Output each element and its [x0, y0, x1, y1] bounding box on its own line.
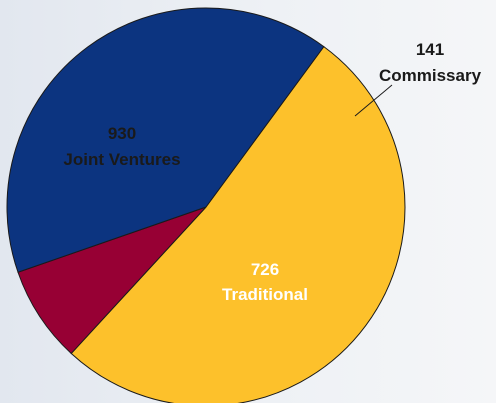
value-label-commissary: 141	[416, 40, 444, 59]
value-label-traditional: 726	[251, 260, 279, 279]
pie-slice-traditional	[6, 7, 325, 273]
leader-line-commissary	[354, 84, 393, 117]
category-label-traditional: Traditional	[222, 285, 308, 304]
value-label-joint-ventures: 930	[108, 124, 136, 143]
category-label-commissary: Commissary	[379, 66, 482, 85]
pie-slice-commissary	[17, 206, 207, 355]
category-label-joint-ventures: Joint Ventures	[63, 150, 180, 169]
pie-slice-joint-ventures	[70, 45, 406, 403]
